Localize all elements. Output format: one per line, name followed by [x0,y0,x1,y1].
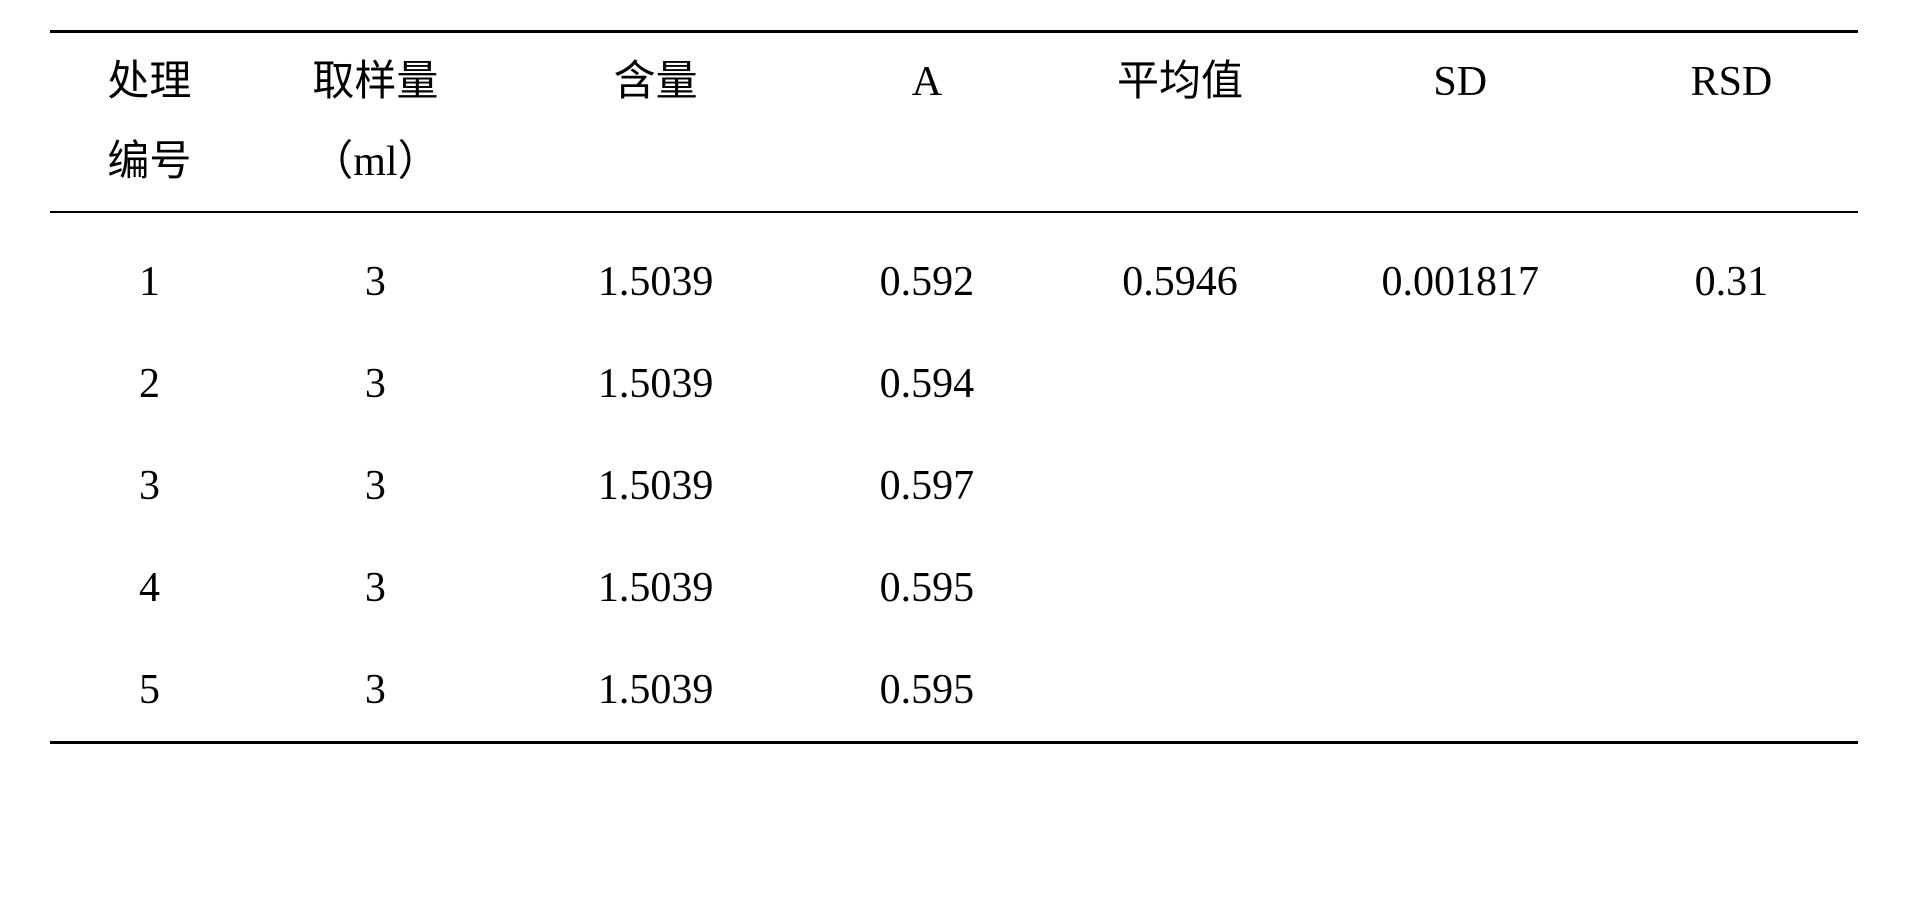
col-header-mean-line1: 平均值 [1044,61,1315,103]
cell-mean [1044,465,1315,567]
cell-a: 0.592 [809,212,1044,363]
cell-sample: 3 [249,567,502,669]
cell-a: 0.595 [809,669,1044,743]
cell-content: 1.5039 [502,363,809,465]
table-row: 4 3 1.5039 0.595 [50,567,1858,669]
cell-id: 1 [50,212,249,363]
cell-sample: 3 [249,212,502,363]
cell-sd: 0.001817 [1316,212,1605,363]
col-header-a-line1: A [809,61,1044,103]
cell-sd [1316,465,1605,567]
col-header-id-line1: 处理 [50,61,249,103]
cell-a: 0.595 [809,567,1044,669]
col-header-id-line2: 编号 [50,141,249,183]
col-header-mean: 平均值 [1044,32,1315,213]
col-header-sd-line1: SD [1316,61,1605,103]
cell-sd [1316,363,1605,465]
cell-id: 3 [50,465,249,567]
col-header-sample-line2: （ml） [249,141,502,183]
data-table: 处理 编号 取样量 （ml） 含量 A 平均值 SD [50,30,1858,744]
col-header-rsd: RSD [1605,32,1858,213]
cell-rsd [1605,669,1858,743]
cell-content: 1.5039 [502,465,809,567]
cell-sample: 3 [249,669,502,743]
cell-id: 2 [50,363,249,465]
col-header-a: A [809,32,1044,213]
cell-mean [1044,363,1315,465]
cell-mean: 0.5946 [1044,212,1315,363]
cell-mean [1044,567,1315,669]
cell-mean [1044,669,1315,743]
table-row: 3 3 1.5039 0.597 [50,465,1858,567]
cell-sample: 3 [249,363,502,465]
cell-rsd: 0.31 [1605,212,1858,363]
col-header-sd: SD [1316,32,1605,213]
cell-sample: 3 [249,465,502,567]
cell-rsd [1605,363,1858,465]
cell-content: 1.5039 [502,567,809,669]
cell-content: 1.5039 [502,669,809,743]
table-row: 2 3 1.5039 0.594 [50,363,1858,465]
cell-rsd [1605,567,1858,669]
cell-id: 4 [50,567,249,669]
col-header-sample: 取样量 （ml） [249,32,502,213]
cell-sd [1316,669,1605,743]
header-row: 处理 编号 取样量 （ml） 含量 A 平均值 SD [50,32,1858,213]
table-row: 5 3 1.5039 0.595 [50,669,1858,743]
col-header-rsd-line1: RSD [1605,61,1858,103]
col-header-id: 处理 编号 [50,32,249,213]
table-row: 1 3 1.5039 0.592 0.5946 0.001817 0.31 [50,212,1858,363]
col-header-content-line1: 含量 [502,61,809,103]
col-header-sample-line1: 取样量 [249,61,502,103]
cell-sd [1316,567,1605,669]
cell-rsd [1605,465,1858,567]
cell-a: 0.597 [809,465,1044,567]
cell-content: 1.5039 [502,212,809,363]
cell-id: 5 [50,669,249,743]
cell-a: 0.594 [809,363,1044,465]
col-header-content: 含量 [502,32,809,213]
table-body: 1 3 1.5039 0.592 0.5946 0.001817 0.31 2 … [50,212,1858,743]
